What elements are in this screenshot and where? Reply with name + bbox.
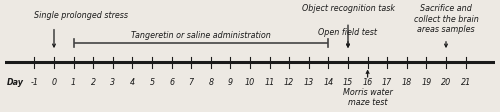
Text: 13: 13 — [304, 77, 314, 86]
Text: 6: 6 — [169, 77, 174, 86]
Text: 11: 11 — [264, 77, 274, 86]
Text: 18: 18 — [402, 77, 412, 86]
Text: Sacrifice and
collect the brain
areas samples: Sacrifice and collect the brain areas sa… — [414, 4, 478, 34]
Text: Tangeretin or saline administration: Tangeretin or saline administration — [131, 31, 271, 40]
Text: 14: 14 — [324, 77, 334, 86]
Text: Morris water
maze test: Morris water maze test — [342, 87, 392, 107]
Text: 12: 12 — [284, 77, 294, 86]
Text: Open field test: Open field test — [318, 27, 378, 36]
Text: Day: Day — [7, 77, 24, 86]
Text: 16: 16 — [362, 77, 372, 86]
Text: 21: 21 — [460, 77, 470, 86]
Text: 0: 0 — [52, 77, 57, 86]
Text: 15: 15 — [343, 77, 353, 86]
Text: 5: 5 — [150, 77, 154, 86]
Text: 3: 3 — [110, 77, 116, 86]
Text: 2: 2 — [90, 77, 96, 86]
Text: 20: 20 — [441, 77, 451, 86]
Text: 17: 17 — [382, 77, 392, 86]
Text: 8: 8 — [208, 77, 214, 86]
Text: 19: 19 — [422, 77, 432, 86]
Text: 7: 7 — [188, 77, 194, 86]
Text: Object recognition task: Object recognition task — [302, 4, 394, 13]
Text: 10: 10 — [245, 77, 255, 86]
Text: 4: 4 — [130, 77, 135, 86]
Text: -1: -1 — [30, 77, 38, 86]
Text: 9: 9 — [228, 77, 233, 86]
Text: Single prolonged stress: Single prolonged stress — [34, 11, 128, 20]
Text: 1: 1 — [71, 77, 76, 86]
